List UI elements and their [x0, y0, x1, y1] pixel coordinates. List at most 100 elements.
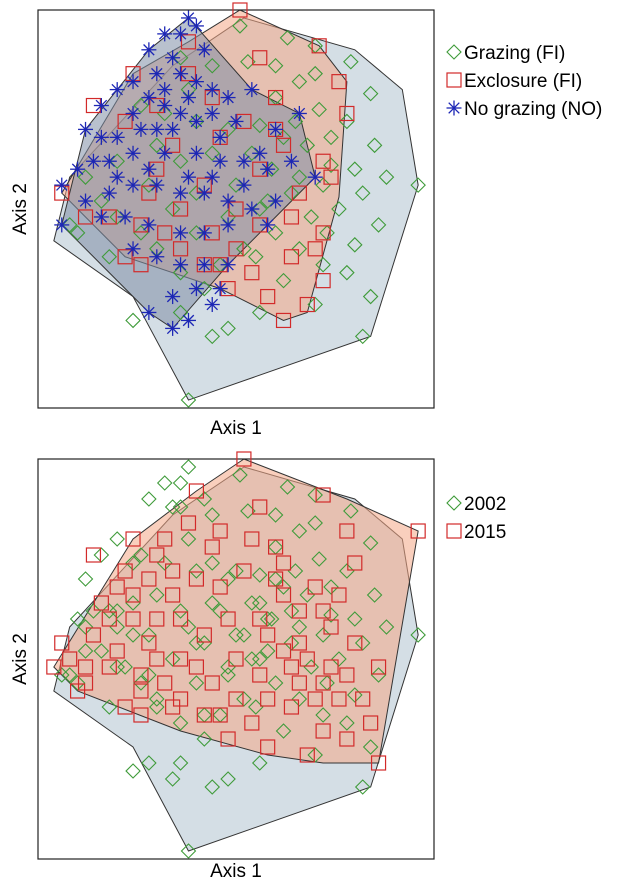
point-no-grazing-no [149, 66, 165, 82]
point-2002 [141, 627, 157, 643]
point-grazing-fi [164, 201, 181, 217]
point-2015 [283, 659, 300, 675]
series-2015 [46, 451, 426, 771]
point-exclosure-fi [283, 249, 300, 265]
point-exclosure-fi [315, 225, 331, 241]
point-2015 [228, 651, 244, 667]
point-2015 [331, 691, 347, 707]
point-grazing-fi [172, 264, 189, 281]
point-2002 [362, 535, 379, 551]
point-2002 [172, 603, 189, 619]
point-no-grazing-no [220, 193, 236, 209]
point-no-grazing-no [196, 185, 212, 201]
point-2015 [244, 715, 260, 731]
point-exclosure-fi [311, 38, 327, 54]
point-2015 [339, 523, 355, 539]
point-grazing-fi [339, 113, 355, 130]
point-no-grazing-no [157, 82, 173, 98]
point-2015 [315, 487, 331, 503]
point-2002 [196, 731, 213, 747]
point-2002 [267, 675, 284, 691]
point-2002 [85, 603, 102, 619]
point-2002 [164, 651, 181, 667]
point-no-grazing-no [93, 98, 109, 114]
point-2002 [69, 675, 86, 691]
point-2002 [323, 579, 339, 595]
point-2015 [315, 723, 331, 739]
point-grazing-fi [251, 304, 268, 321]
point-2002 [125, 555, 141, 571]
point-no-grazing-no [173, 105, 189, 121]
point-2015 [252, 611, 268, 627]
point-no-grazing-no [204, 297, 220, 313]
point-no-grazing-no [165, 121, 181, 137]
point-grazing-fi [275, 272, 292, 289]
point-2015 [77, 659, 94, 675]
point-2002 [354, 635, 371, 651]
series-no-grazing-no [54, 10, 323, 336]
point-no-grazing-no [291, 105, 307, 121]
point-no-grazing-no [173, 225, 189, 241]
point-2015 [69, 683, 86, 699]
point-no-grazing-no [180, 169, 196, 185]
point-no-grazing-no [220, 90, 236, 106]
point-2002 [228, 627, 244, 643]
point-2015 [244, 531, 260, 547]
point-2015 [93, 595, 109, 611]
point-exclosure-fi [141, 185, 157, 201]
point-no-grazing-no [157, 145, 173, 161]
point-2002 [204, 779, 221, 795]
hull-group [53, 9, 419, 401]
point-grazing-fi [347, 161, 363, 177]
point-2015 [260, 627, 276, 643]
legend-label: 2015 [464, 522, 506, 543]
point-grazing-fi [267, 57, 284, 74]
point-grazing-fi [61, 217, 78, 233]
point-grazing-fi [291, 241, 308, 257]
legend-label: Grazing (FI) [464, 43, 565, 64]
point-2002 [275, 579, 292, 595]
point-2002 [156, 555, 173, 571]
point-2015 [268, 539, 284, 555]
point-no-grazing-no [93, 129, 109, 145]
point-grazing-fi [323, 129, 339, 146]
point-no-grazing-no [165, 320, 181, 336]
point-no-grazing-no [204, 82, 220, 98]
point-no-grazing-no [268, 121, 284, 137]
point-no-grazing-no [85, 153, 101, 169]
point-2015 [46, 659, 62, 675]
point-exclosure-fi [291, 185, 307, 201]
point-2002 [204, 595, 221, 611]
legend-item-2015: 2015 [446, 522, 506, 543]
point-2002 [275, 723, 292, 739]
point-2015 [196, 627, 212, 643]
point-grazing-fi [299, 137, 316, 154]
point-grazing-fi [196, 280, 213, 297]
point-2015 [172, 691, 189, 707]
hull-group [53, 458, 419, 852]
point-2002 [141, 755, 157, 771]
point-2002 [220, 771, 236, 787]
point-2002 [228, 563, 244, 579]
point-no-grazing-no [260, 161, 276, 177]
point-2002 [172, 499, 189, 515]
point-no-grazing-no [133, 121, 149, 137]
point-grazing-fi [354, 328, 371, 345]
point-2015 [165, 587, 181, 603]
point-no-grazing-no [125, 145, 141, 161]
point-grazing-fi [378, 169, 395, 185]
point-grazing-fi [315, 256, 331, 273]
point-grazing-fi [77, 169, 94, 185]
point-exclosure-fi [252, 50, 268, 66]
point-2015 [188, 571, 204, 587]
point-2015 [117, 699, 133, 715]
point-2002 [133, 547, 149, 563]
point-2015 [133, 707, 149, 723]
point-2002 [232, 467, 248, 483]
point-grazing-fi [156, 105, 173, 122]
point-2002 [220, 667, 236, 683]
point-2015 [149, 651, 165, 667]
point-2015 [85, 627, 102, 643]
point-2002 [347, 611, 363, 627]
point-grazing-fi [109, 209, 125, 225]
